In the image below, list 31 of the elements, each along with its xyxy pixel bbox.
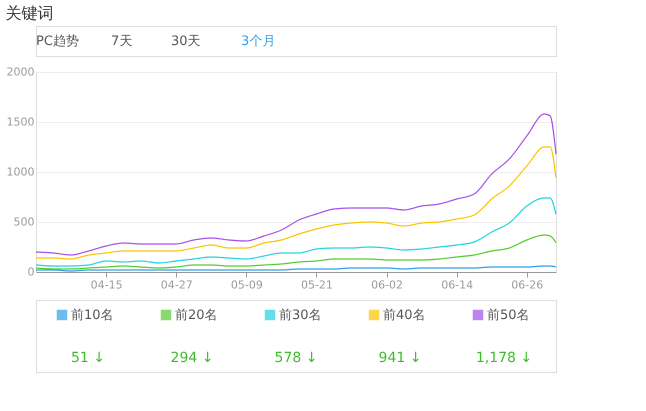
x-tick-label: 04-27 (160, 278, 193, 292)
line-series (35, 197, 557, 267)
x-tick-label: 05-09 (230, 278, 263, 292)
legend-label: 前10名 (71, 308, 114, 323)
text: PC趋势 (36, 34, 79, 49)
text: 7天 (111, 34, 132, 49)
text: 941 ↓ (378, 350, 422, 366)
text: 3个月 (241, 34, 276, 49)
line-series (35, 234, 557, 270)
x-tick-label: 06-14 (441, 278, 474, 292)
line-series (35, 113, 557, 256)
y-tick-label: 1500 (6, 116, 34, 128)
y-tick-label: 2000 (6, 66, 34, 78)
chart-title: 关键词 (6, 4, 54, 22)
text: 578 ↓ (274, 350, 318, 366)
y-tick-label: 500 (14, 216, 34, 228)
y-tick-label: 0 (28, 266, 34, 278)
legend-label: 前40名 (383, 308, 426, 323)
text: 294 ↓ (170, 350, 214, 366)
text: 1,178 ↓ (476, 350, 532, 366)
x-tick-label: 05-21 (300, 278, 333, 292)
text: 51 ↓ (71, 350, 105, 366)
line-series (35, 146, 557, 260)
legend-label: 前20名 (175, 308, 218, 323)
text: 30天 (171, 34, 201, 49)
x-tick-label: 06-02 (371, 278, 404, 292)
x-tick-label: 04-15 (90, 278, 123, 292)
legend-label: 前50名 (487, 308, 530, 323)
legend-label: 前30名 (279, 308, 322, 323)
y-tick-label: 1000 (6, 166, 34, 178)
x-tick-label: 06-26 (511, 278, 544, 292)
